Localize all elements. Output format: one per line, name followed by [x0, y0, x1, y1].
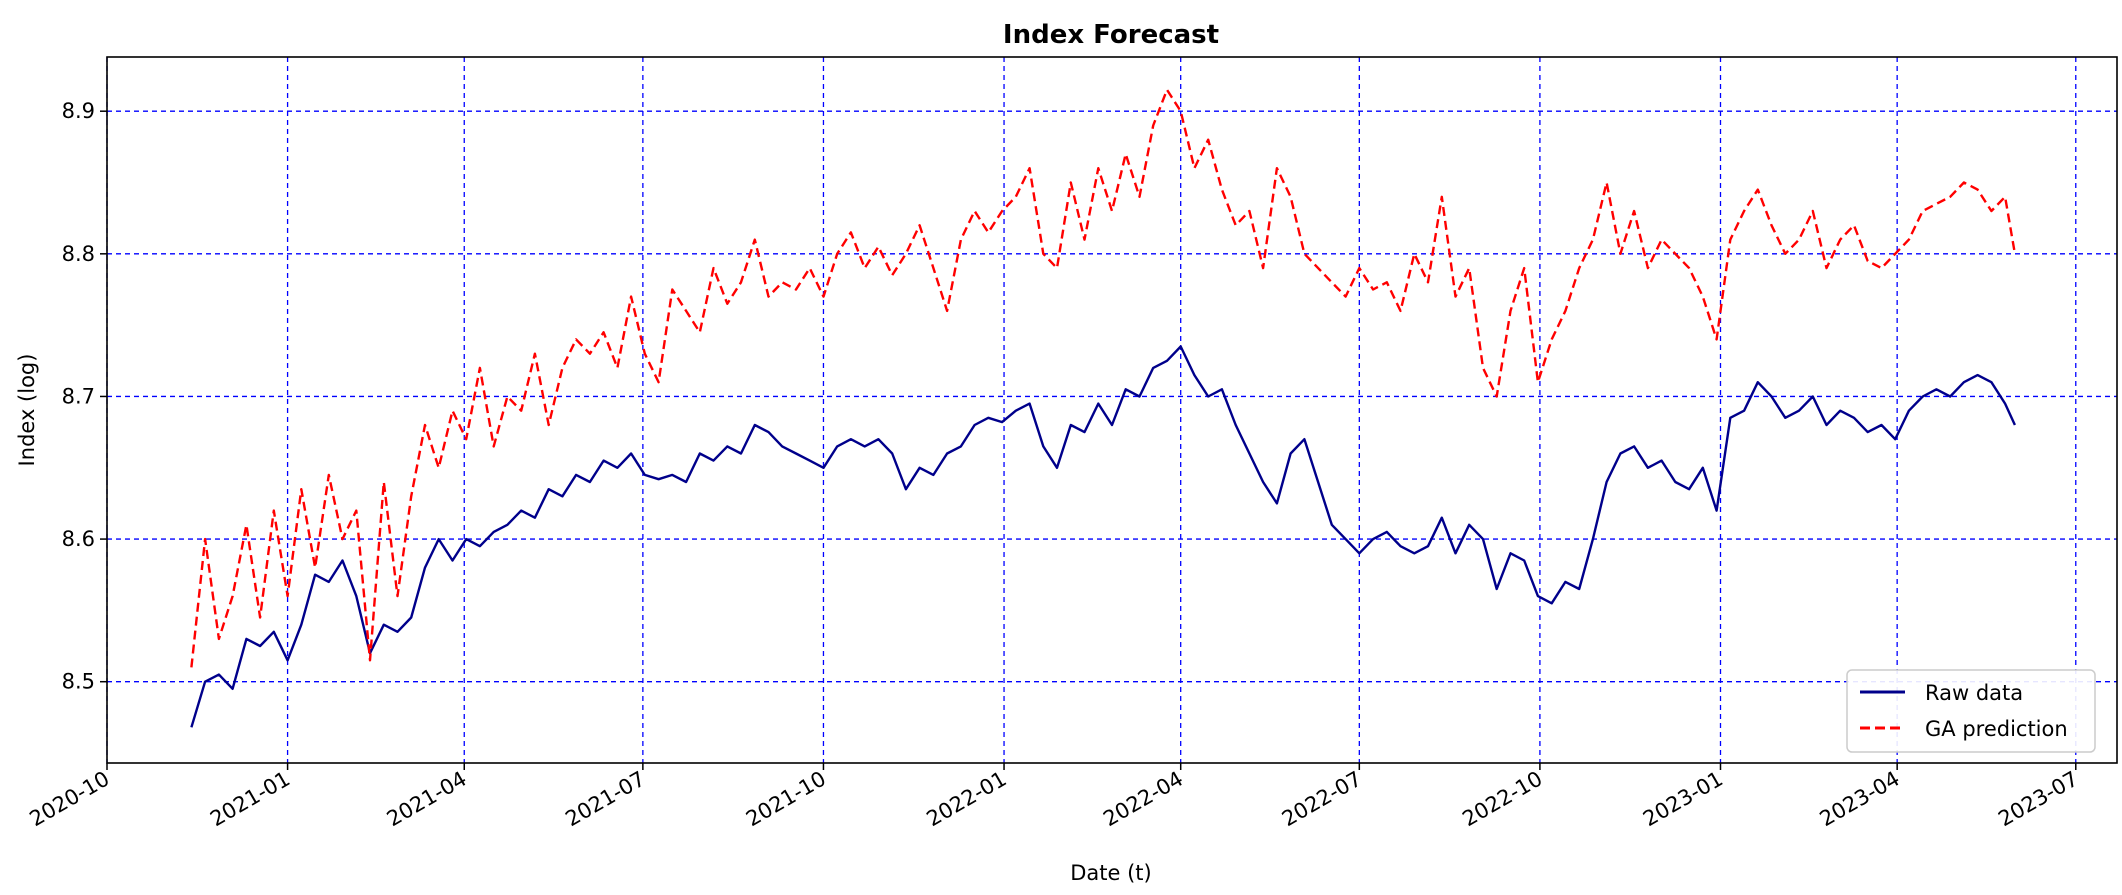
plot-lines: [190, 88, 2017, 728]
y-tick-label: 8.7: [62, 384, 95, 408]
y-tick-label: 8.5: [62, 670, 95, 694]
legend-box: [1846, 669, 2096, 753]
plot-frame: [106, 56, 2118, 764]
y-tick-label: 8.6: [62, 527, 95, 551]
grid: [106, 57, 2117, 763]
chart-title: Index Forecast: [1003, 20, 1219, 50]
legend-label-raw-data: Raw data: [1925, 681, 2023, 705]
series-line-raw-data: [190, 345, 2016, 728]
legend-label-ga-prediction: GA prediction: [1925, 717, 2068, 741]
y-axis: 8.5 8.6 8.7 8.8 8.9: [62, 99, 107, 694]
series-line-ga-prediction: [190, 88, 2017, 668]
y-axis-label: Index (log): [15, 354, 39, 467]
legend: Raw data GA prediction: [1846, 669, 2096, 753]
y-tick-label: 8.8: [62, 242, 95, 266]
y-tick-label: 8.9: [62, 99, 95, 123]
x-axis-label: Date (t): [1070, 861, 1152, 885]
